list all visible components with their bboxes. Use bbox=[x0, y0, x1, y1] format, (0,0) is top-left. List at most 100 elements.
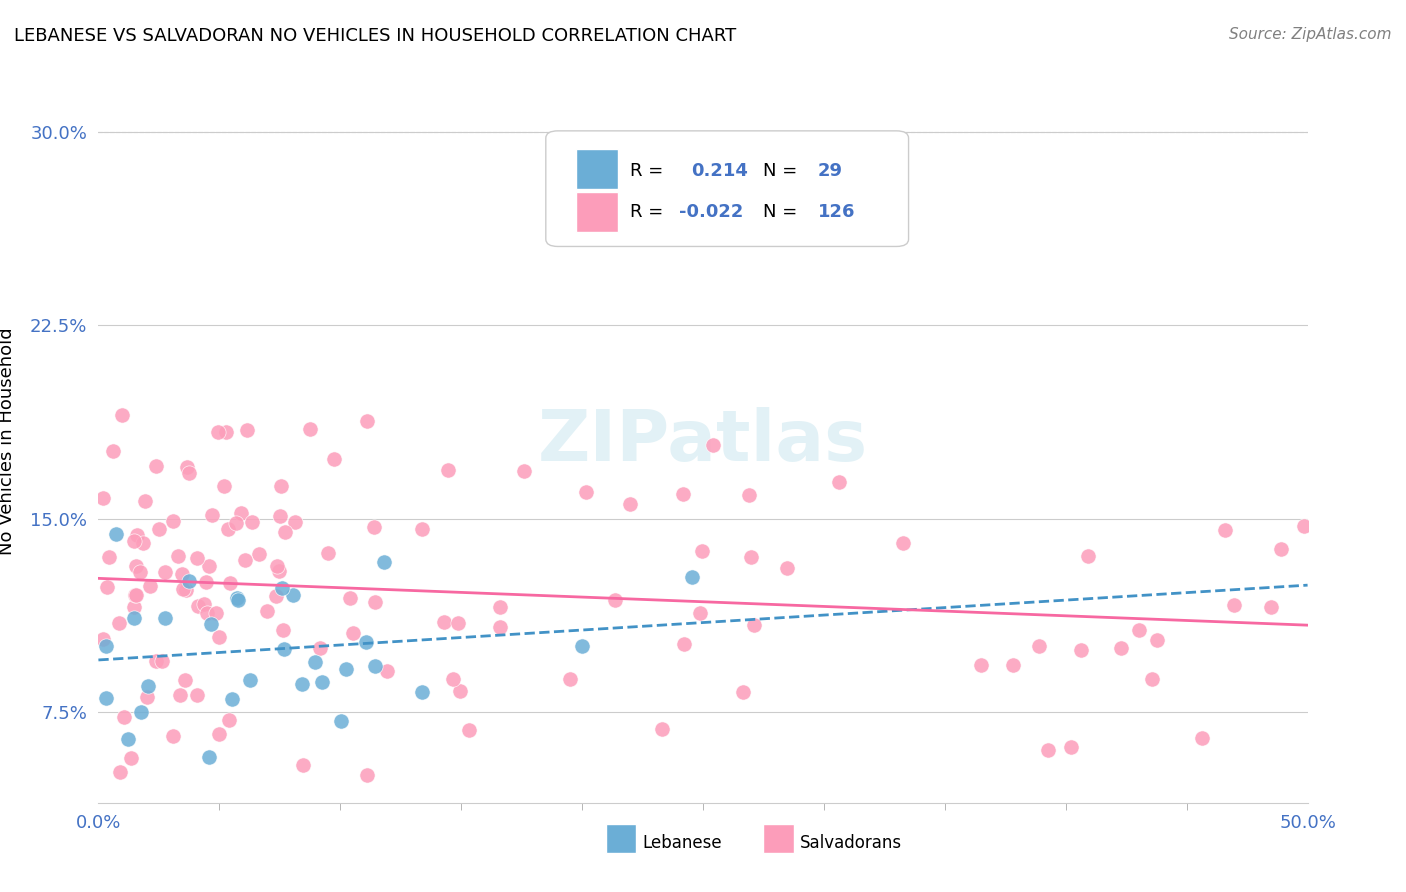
Point bbox=[162, 514, 184, 528]
Point bbox=[776, 561, 799, 575]
Point bbox=[335, 662, 357, 676]
Point bbox=[740, 550, 762, 565]
Point bbox=[194, 574, 217, 589]
Point bbox=[373, 555, 395, 569]
Point bbox=[226, 592, 249, 607]
Point bbox=[1077, 549, 1099, 564]
Point bbox=[148, 522, 170, 536]
Point bbox=[186, 551, 208, 566]
Text: Source: ZipAtlas.com: Source: ZipAtlas.com bbox=[1229, 27, 1392, 42]
Point bbox=[169, 688, 191, 702]
Point bbox=[711, 820, 734, 834]
Point bbox=[513, 464, 536, 478]
Point bbox=[339, 591, 361, 606]
Point bbox=[672, 637, 695, 651]
Point bbox=[690, 543, 713, 558]
Bar bbox=[606, 824, 637, 854]
Text: 126: 126 bbox=[818, 202, 855, 221]
Point bbox=[457, 723, 479, 738]
Point bbox=[1109, 640, 1132, 655]
Text: 29: 29 bbox=[818, 162, 842, 180]
Point bbox=[208, 630, 231, 644]
Point bbox=[129, 705, 152, 719]
Point bbox=[316, 546, 339, 560]
Point bbox=[125, 559, 148, 574]
Point bbox=[145, 654, 167, 668]
Point bbox=[197, 750, 219, 764]
Point bbox=[744, 617, 766, 632]
Point bbox=[681, 569, 703, 583]
Point bbox=[256, 604, 278, 618]
Bar bbox=[576, 193, 619, 232]
Point bbox=[174, 582, 197, 597]
Point bbox=[281, 588, 304, 602]
Point bbox=[187, 599, 209, 614]
Point bbox=[207, 425, 229, 439]
Point bbox=[229, 506, 252, 520]
Point bbox=[603, 593, 626, 607]
Point bbox=[270, 478, 292, 492]
Point bbox=[105, 526, 128, 541]
Text: R =: R = bbox=[630, 162, 664, 180]
Point bbox=[129, 566, 152, 580]
Point bbox=[271, 624, 294, 638]
Point bbox=[1191, 731, 1213, 745]
Point bbox=[264, 589, 287, 603]
Point bbox=[208, 727, 231, 741]
Point bbox=[94, 691, 117, 706]
Point bbox=[98, 549, 121, 564]
Point bbox=[1140, 672, 1163, 686]
Point bbox=[363, 519, 385, 533]
Point bbox=[200, 617, 222, 632]
Point bbox=[1128, 623, 1150, 637]
Point bbox=[304, 655, 326, 669]
Point bbox=[177, 574, 200, 589]
Point bbox=[308, 641, 330, 656]
Point bbox=[225, 516, 247, 530]
Point bbox=[145, 459, 167, 474]
Point bbox=[217, 522, 239, 536]
Point bbox=[489, 599, 512, 614]
Point bbox=[117, 731, 139, 746]
Point bbox=[193, 597, 215, 611]
Point bbox=[134, 494, 156, 508]
Point bbox=[447, 615, 470, 630]
Point bbox=[1028, 639, 1050, 653]
Point bbox=[274, 524, 297, 539]
Point bbox=[411, 522, 433, 536]
Point bbox=[124, 534, 146, 549]
Point bbox=[575, 485, 598, 500]
Point bbox=[330, 714, 353, 728]
Point bbox=[103, 444, 125, 458]
Point bbox=[218, 713, 240, 727]
Point bbox=[200, 508, 222, 523]
Point bbox=[1060, 740, 1083, 755]
Point bbox=[298, 422, 321, 436]
Point bbox=[233, 553, 256, 567]
Point bbox=[356, 414, 378, 428]
Point bbox=[94, 639, 117, 653]
Point bbox=[138, 579, 160, 593]
Point bbox=[124, 588, 146, 602]
Point bbox=[356, 768, 378, 782]
Point bbox=[121, 751, 143, 765]
Y-axis label: No Vehicles in Household: No Vehicles in Household bbox=[0, 327, 15, 556]
Point bbox=[214, 425, 236, 440]
Text: -0.022: -0.022 bbox=[679, 202, 744, 221]
Point bbox=[153, 611, 176, 625]
Point bbox=[204, 606, 226, 620]
Point bbox=[1002, 658, 1025, 673]
Point bbox=[1270, 542, 1292, 557]
Point bbox=[240, 515, 263, 529]
Point bbox=[91, 632, 114, 646]
Point bbox=[195, 606, 218, 620]
Point bbox=[162, 729, 184, 743]
Point bbox=[323, 451, 346, 466]
Point bbox=[827, 475, 849, 489]
Point bbox=[284, 515, 307, 529]
Point bbox=[1146, 632, 1168, 647]
Point bbox=[269, 508, 291, 523]
Point bbox=[91, 491, 114, 505]
Point bbox=[363, 594, 385, 608]
Point bbox=[1069, 643, 1091, 657]
